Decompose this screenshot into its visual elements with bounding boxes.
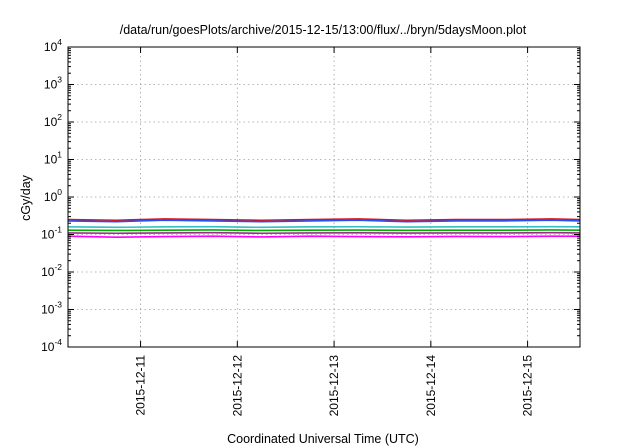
y-tick-label: 104 — [44, 37, 62, 54]
series-layer — [67, 218, 581, 238]
y-tick-exponent: -2 — [54, 262, 62, 272]
y-tick-label: 10-2 — [41, 262, 62, 279]
series-line-6 — [67, 219, 581, 223]
y-tick-exponent: 0 — [57, 187, 62, 197]
x-tick-label: 2015-12-12 — [230, 355, 244, 417]
y-tick-label: 10-1 — [41, 225, 62, 242]
y-tick-exponent: 4 — [57, 37, 62, 47]
series-line-1 — [67, 235, 580, 238]
y-tick-exponent: 3 — [57, 75, 62, 85]
y-tick-label: 103 — [44, 75, 62, 92]
y-tick-label: 102 — [44, 112, 62, 129]
x-tick-label: 2015-12-11 — [134, 355, 148, 416]
chart-title: /data/run/goesPlots/archive/2015-12-15/1… — [120, 23, 527, 37]
series-line-5 — [67, 218, 581, 222]
y-tick-label: 100 — [44, 187, 62, 204]
x-tick-label: 2015-12-15 — [521, 355, 535, 417]
y-tick-label: 10-3 — [41, 300, 62, 317]
y-tick-exponent: -1 — [54, 225, 62, 235]
x-tick-label: 2015-12-13 — [327, 355, 341, 417]
y-tick-exponent: -4 — [54, 337, 62, 347]
y-tick-label: 101 — [44, 150, 62, 167]
y-axis-title: cGy/day — [19, 174, 33, 221]
series-line-3 — [67, 229, 581, 232]
y-tick-exponent: 1 — [57, 150, 62, 160]
series-line-2 — [67, 231, 581, 235]
plot-frame — [67, 46, 581, 348]
y-tick-exponent: 2 — [57, 112, 62, 122]
y-tick-exponent: -3 — [54, 300, 62, 310]
series-line-4 — [67, 225, 581, 229]
axes: 10-410-310-210-11001011021031042015-12-1… — [41, 37, 580, 416]
grid — [68, 47, 580, 347]
x-axis-title: Coordinated Universal Time (UTC) — [227, 432, 419, 446]
y-tick-label: 10-4 — [41, 337, 62, 354]
x-tick-label: 2015-12-14 — [424, 355, 438, 417]
